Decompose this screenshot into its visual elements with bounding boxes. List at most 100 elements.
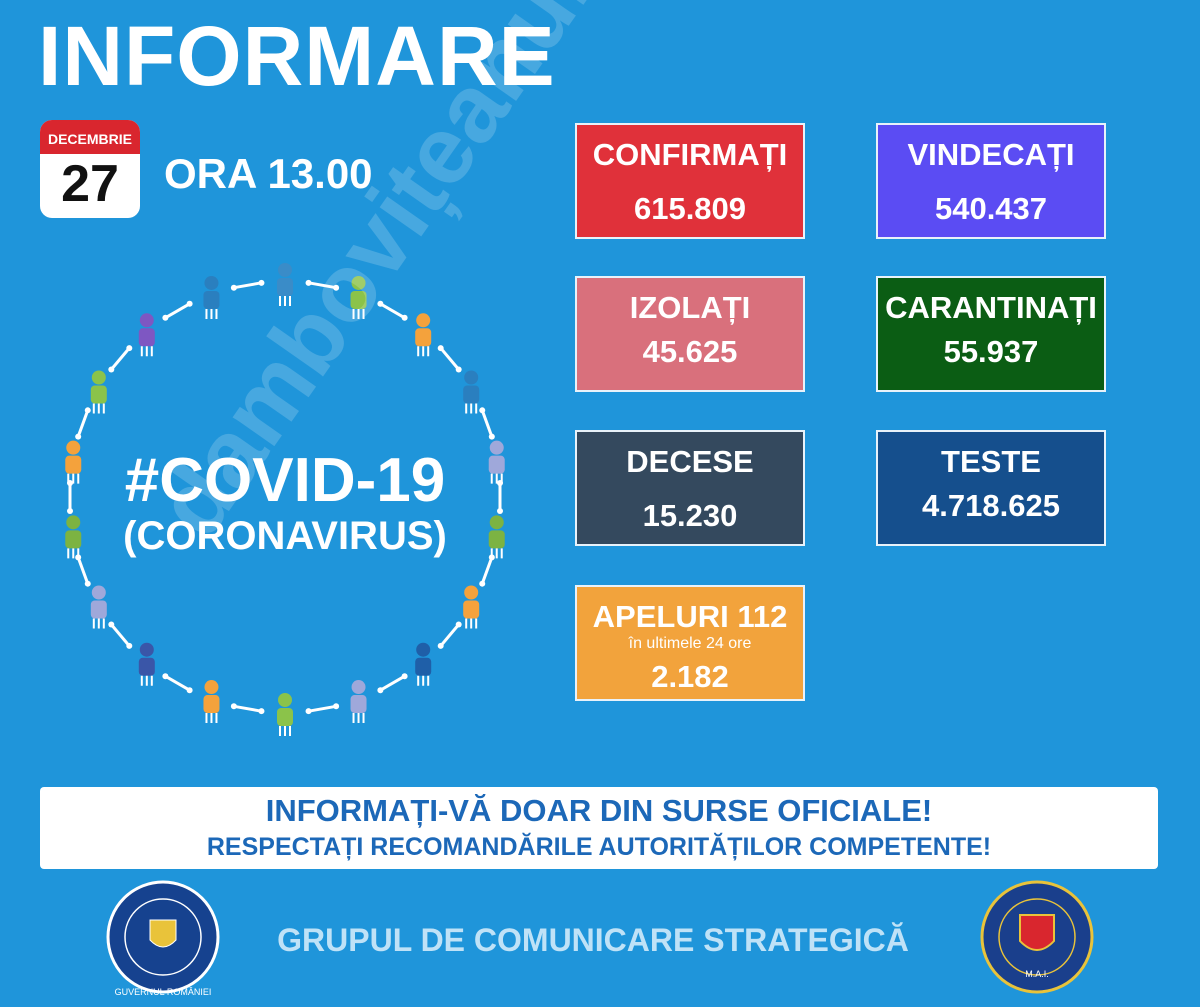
figure [415,313,432,357]
figure [138,642,155,686]
stat-value: 15.230 [642,498,738,533]
banner-line: RESPECTAȚI RECOMANDĂRILE AUTORITĂȚILOR C… [206,833,992,861]
arrow-tip [455,366,462,373]
arrow-tip [479,580,486,587]
figure-legs [92,403,105,414]
figure-head [66,440,81,455]
stat-label: CONFIRMAȚI [592,137,788,172]
arrow [308,281,337,290]
stat-label: DECESE [626,444,754,479]
figure-head [489,440,504,455]
figure-legs [92,618,105,629]
figure-legs [205,713,218,724]
stat-value: 4.718.625 [922,488,1060,523]
figure-body [138,657,155,676]
figure-legs [279,296,291,306]
figure-head [351,275,366,290]
figure-legs [417,675,430,686]
arrow-tip [488,433,495,440]
figure [463,585,480,629]
figure-body [65,455,82,474]
arrow [110,623,131,647]
figure [203,275,220,319]
figure [415,642,432,686]
title: INFORMARE [38,9,556,103]
figure-head [139,642,154,657]
arrow-tip [75,433,82,440]
arrow-tip [84,580,91,587]
figure-head [464,585,479,600]
figure-body [90,600,107,619]
figure [138,313,155,357]
figure [277,693,293,736]
logo-text: GUVERNUL ROMÂNIEI [115,987,212,997]
stat-box: APELURI 112 în ultimele 24 ore 2.182 [575,585,805,701]
arrow-tip [488,554,495,561]
stat-label: CARANTINAȚI [885,290,1097,325]
stat-value: 2.182 [651,659,729,694]
logo-text: M.A.I. [1025,969,1049,979]
figure [90,370,107,414]
arrow [480,409,494,438]
figure-head [489,515,504,530]
hero: #COVID-19 (CORONAVIRUS) [60,445,510,559]
arrow-tip [84,407,91,414]
arrow-tip [305,708,312,715]
arrow [76,409,90,438]
figure-head [66,515,81,530]
calendar: DECEMBRIE 27 [40,120,140,218]
arrow-tip [437,345,444,352]
arrow-tip [108,366,115,373]
hero-title: #COVID-19 [124,446,446,515]
figure [350,275,367,319]
figure [65,440,82,484]
arrow-tip [162,314,169,321]
figure-head [416,642,431,657]
arrow-tip [305,279,312,286]
arrow-tip [497,480,503,486]
figure-head [204,275,219,290]
figure-body [350,695,367,714]
arrow [164,302,191,320]
arrow-tip [377,300,384,307]
figure-legs [352,713,365,724]
arrow-tip [230,284,237,291]
figure-body [203,290,220,309]
arrow-tip [401,314,408,321]
people-ring [65,263,505,736]
figure-head [351,680,366,695]
figure-legs [417,346,430,357]
arrow-tip [67,508,73,514]
figure-head [139,313,154,328]
arrow [439,347,460,371]
figure-body [277,278,293,296]
arrow-tip [455,621,462,628]
arrow [233,281,262,290]
figure-head [278,693,292,707]
stat-value: 55.937 [943,334,1039,369]
figure-legs [465,618,478,629]
figure-head [278,263,292,277]
figure [488,440,505,484]
arrow [308,704,337,713]
arrow [379,302,406,320]
banner-line: INFORMAȚI-VĂ DOAR DIN SURSE OFICIALE! [265,793,933,828]
arrow-tip [258,708,265,715]
stat-box: VINDECAȚI 540.437 [876,123,1106,239]
figure [463,370,480,414]
banner: INFORMAȚI-VĂ DOAR DIN SURSE OFICIALE! RE… [40,787,1158,869]
figure-body [138,328,155,347]
arrow [164,674,191,692]
arrow [233,704,262,713]
stat-value: 540.437 [934,191,1048,226]
hero-subtitle: (CORONAVIRUS) [123,514,447,558]
figure [65,515,82,559]
arrow-tip [186,300,193,307]
figure-body [90,385,107,404]
arrow-tip [401,673,408,680]
arrow [76,556,90,585]
figure [488,515,505,559]
stat-value: 615.809 [633,191,747,226]
figure-legs [67,548,80,559]
arrow-tip [126,642,133,649]
